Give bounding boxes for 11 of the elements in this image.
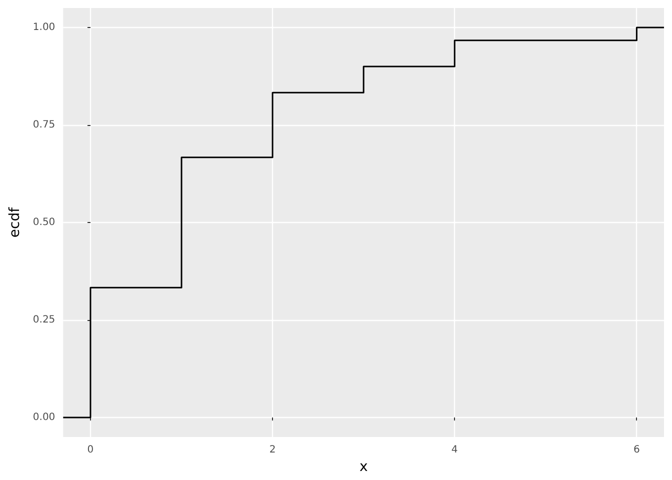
y-tick-label: 0.25 (32, 314, 56, 326)
x-tick-label: 0 (87, 444, 94, 456)
y-tick-label: 0.75 (32, 120, 56, 130)
y-axis-title: ecdf (7, 206, 23, 238)
x-axis-title: x (359, 458, 368, 475)
y-tick-label: 0.50 (32, 217, 56, 228)
x-tick-label: 2 (269, 444, 276, 456)
y-tick-label: 1.00 (32, 22, 56, 33)
x-tick-label: 6 (634, 444, 640, 456)
y-tick-label: 0.00 (32, 412, 56, 423)
x-tick-label: 4 (451, 444, 458, 456)
